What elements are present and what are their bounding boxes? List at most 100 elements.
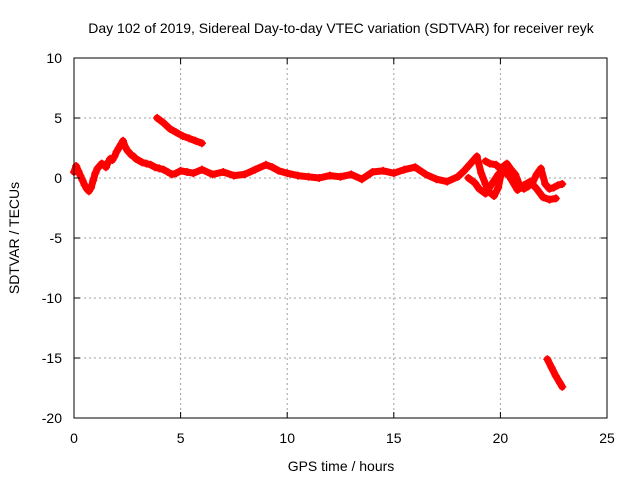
data-point xyxy=(481,157,490,166)
y-tick-label: 10 xyxy=(46,50,62,66)
data-point xyxy=(172,169,181,178)
data-point xyxy=(464,174,473,182)
data-point xyxy=(532,184,541,193)
data-point xyxy=(498,166,507,175)
data-point xyxy=(189,169,198,178)
data-point xyxy=(74,166,83,175)
data-point xyxy=(229,171,238,180)
data-point xyxy=(176,166,185,175)
data-point xyxy=(536,164,545,173)
data-point xyxy=(490,192,499,200)
x-tick-label: 20 xyxy=(493,430,509,446)
data-point xyxy=(475,184,484,193)
data-point xyxy=(558,180,567,188)
data-point xyxy=(494,170,503,179)
y-tick-label: 5 xyxy=(54,110,62,126)
data-point xyxy=(91,169,100,178)
data-point xyxy=(460,166,469,175)
data-point xyxy=(545,195,554,204)
y-tick-label: -20 xyxy=(42,410,62,426)
data-point xyxy=(78,176,87,185)
x-tick-label: 25 xyxy=(599,430,615,446)
data-point xyxy=(432,175,441,184)
data-point xyxy=(477,169,486,178)
data-point xyxy=(178,132,187,140)
data-point xyxy=(110,152,119,161)
data-point xyxy=(151,163,160,172)
data-point xyxy=(293,171,302,180)
data-point xyxy=(87,183,96,192)
data-point xyxy=(551,194,560,203)
data-point xyxy=(159,118,168,127)
data-point xyxy=(185,134,194,143)
data-point xyxy=(101,163,110,172)
data-point xyxy=(182,168,191,176)
data-point xyxy=(549,183,558,192)
data-point xyxy=(492,160,501,169)
data-point xyxy=(172,128,181,137)
data-point xyxy=(481,189,490,198)
data-point xyxy=(208,170,217,179)
data-point xyxy=(315,174,324,182)
data-point xyxy=(368,168,377,176)
data-point xyxy=(517,183,526,192)
data-point xyxy=(511,170,520,179)
data-point xyxy=(485,159,494,168)
data-point xyxy=(197,165,206,174)
data-point xyxy=(526,177,535,186)
data-point xyxy=(197,139,206,148)
x-axis-label: GPS time / hours xyxy=(288,458,395,474)
data-point xyxy=(411,163,420,172)
data-point xyxy=(357,175,366,184)
data-point xyxy=(138,158,147,167)
data-point xyxy=(539,193,548,202)
data-point xyxy=(325,171,334,180)
data-point xyxy=(155,164,164,173)
data-point xyxy=(494,183,503,192)
data-point xyxy=(274,166,283,175)
data-point xyxy=(219,168,228,176)
data-point xyxy=(72,162,81,170)
data-point xyxy=(553,181,562,190)
y-axis-label: SDTVAR / TECUs xyxy=(6,182,22,294)
data-point xyxy=(76,171,85,180)
data-point xyxy=(240,170,249,179)
x-tick-label: 15 xyxy=(386,430,402,446)
data-point xyxy=(379,166,388,175)
data-point xyxy=(146,160,155,169)
data-point xyxy=(487,180,496,188)
data-point xyxy=(268,163,277,172)
data-point xyxy=(389,169,398,178)
data-point xyxy=(159,165,168,174)
data-point xyxy=(336,172,345,181)
data-point xyxy=(558,382,567,391)
data-point xyxy=(532,170,541,179)
axis-ticks xyxy=(73,57,608,419)
x-tick-label: 10 xyxy=(279,430,295,446)
data-point xyxy=(470,178,479,187)
data-point xyxy=(153,114,162,122)
data-point xyxy=(504,171,513,180)
data-point xyxy=(472,152,481,161)
data-point xyxy=(163,168,172,176)
data-point xyxy=(543,355,552,364)
y-tick-label: -15 xyxy=(42,350,62,366)
tick-labels: 0 5 10 15 20 25 -20 -15 -10 -5 0 5 10 xyxy=(42,50,615,446)
data-point xyxy=(191,136,200,145)
data-point xyxy=(511,178,520,187)
data-point xyxy=(400,165,409,174)
data-point xyxy=(251,165,260,174)
data-point xyxy=(261,160,270,169)
data-points xyxy=(70,114,567,391)
data-point xyxy=(551,372,560,380)
data-point xyxy=(133,156,142,164)
data-point xyxy=(165,124,174,133)
chart-title: Day 102 of 2019, Sidereal Day-to-day VTE… xyxy=(88,20,594,36)
data-point xyxy=(119,136,128,145)
data-point xyxy=(168,170,177,179)
data-point xyxy=(142,159,151,168)
y-tick-label: 0 xyxy=(54,170,62,186)
data-point xyxy=(443,177,452,186)
